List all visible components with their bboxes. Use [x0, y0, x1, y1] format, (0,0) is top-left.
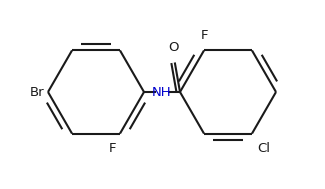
Text: F: F — [108, 142, 116, 155]
Text: O: O — [169, 41, 179, 54]
Text: NH: NH — [152, 85, 172, 98]
Text: F: F — [200, 29, 208, 43]
Text: Br: Br — [29, 85, 44, 98]
Text: Cl: Cl — [257, 142, 270, 155]
